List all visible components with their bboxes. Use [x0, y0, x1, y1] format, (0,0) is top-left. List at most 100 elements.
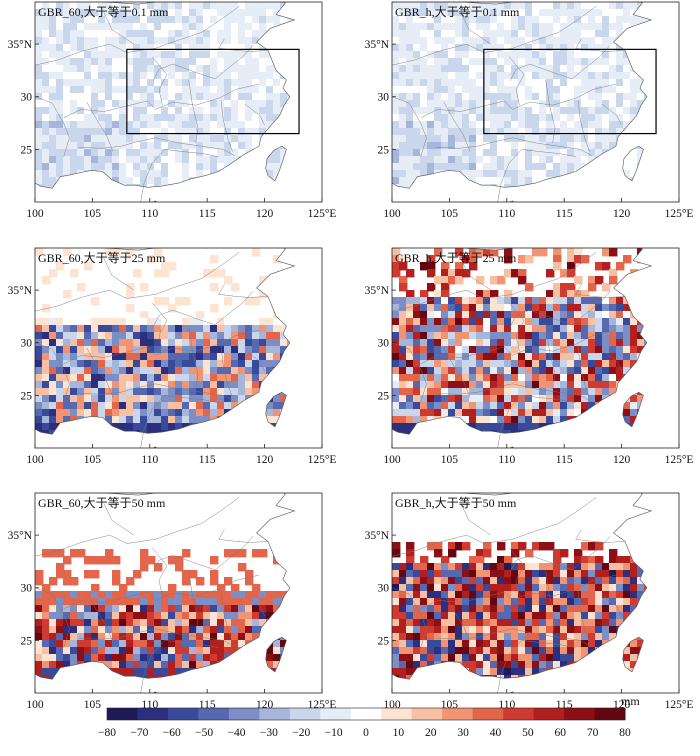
grid-cell — [175, 591, 184, 600]
grid-cell — [637, 325, 646, 334]
grid-cell — [217, 100, 226, 109]
grid-cell — [140, 44, 149, 53]
grid-cell — [98, 619, 107, 628]
grid-cell — [63, 381, 72, 390]
grid-cell — [427, 409, 436, 418]
grid-cell — [224, 633, 233, 642]
grid-cell — [168, 402, 177, 411]
grid-cell — [154, 388, 163, 397]
grid-cell — [147, 556, 156, 565]
grid-cell — [182, 149, 191, 158]
grid-cell — [189, 367, 198, 376]
grid-cell — [567, 2, 576, 11]
grid-cell — [168, 409, 177, 418]
grid-cell — [574, 395, 583, 404]
grid-cell — [518, 93, 527, 102]
grid-cell — [245, 346, 254, 355]
grid-cell — [504, 402, 513, 411]
grid-cell — [567, 135, 576, 144]
grid-cell — [469, 30, 478, 39]
grid-cell — [210, 374, 219, 383]
grid-cell — [49, 619, 58, 628]
grid-cell — [525, 114, 534, 123]
grid-cell — [462, 58, 471, 67]
grid-cell — [182, 318, 191, 327]
grid-cell — [532, 325, 541, 334]
grid-cell — [588, 283, 597, 292]
grid-cell — [406, 290, 415, 299]
grid-cell — [168, 318, 177, 327]
grid-cell — [238, 626, 247, 635]
grid-cell — [504, 325, 513, 334]
grid-cell — [616, 339, 625, 348]
grid-cell — [140, 114, 149, 123]
grid-cell — [448, 409, 457, 418]
grid-cell — [77, 395, 86, 404]
grid-cell — [392, 402, 401, 411]
grid-cell — [532, 346, 541, 355]
grid-cell — [98, 37, 107, 46]
grid-cell — [469, 381, 478, 390]
grid-cell — [518, 79, 527, 88]
grid-cell — [182, 647, 191, 656]
grid-cell — [574, 325, 583, 334]
grid-cell — [77, 93, 86, 102]
grid-cell — [231, 283, 240, 292]
grid-cell — [427, 128, 436, 137]
grid-cell — [504, 423, 513, 432]
grid-cell — [490, 23, 499, 32]
grid-cell — [518, 318, 527, 327]
grid-cell — [77, 654, 86, 663]
grid-cell — [616, 58, 625, 67]
grid-cell — [91, 297, 100, 306]
grid-cell — [266, 86, 275, 95]
grid-cell — [448, 395, 457, 404]
province-border — [577, 99, 590, 152]
grid-cell — [462, 135, 471, 144]
grid-cell — [147, 360, 156, 369]
grid-cell — [126, 65, 135, 74]
grid-cell — [42, 402, 51, 411]
grid-cell — [602, 9, 611, 18]
grid-cell — [588, 2, 597, 11]
grid-cell — [175, 612, 184, 621]
grid-cell — [448, 325, 457, 334]
grid-cell — [602, 325, 611, 334]
grid-cell — [399, 262, 408, 271]
grid-cell — [399, 79, 408, 88]
grid-cell — [637, 149, 646, 158]
grid-cell — [392, 360, 401, 369]
grid-cell — [147, 661, 156, 670]
grid-cell — [427, 30, 436, 39]
grid-cell — [427, 381, 436, 390]
grid-cell — [462, 65, 471, 74]
grid-cell — [210, 647, 219, 656]
grid-cell — [84, 605, 93, 614]
province-border — [35, 96, 70, 157]
grid-cell — [189, 640, 198, 649]
grid-cell — [413, 93, 422, 102]
grid-cell — [595, 276, 604, 285]
grid-cell — [546, 79, 555, 88]
grid-cell — [175, 423, 184, 432]
grid-cell — [161, 654, 170, 663]
grid-cell — [91, 325, 100, 334]
province-border — [188, 325, 199, 390]
grid-cell — [42, 325, 51, 334]
grid-cell — [532, 114, 541, 123]
grid-cell — [595, 121, 604, 130]
grid-cell — [210, 640, 219, 649]
grid-cell — [455, 121, 464, 130]
grid-cell — [504, 360, 513, 369]
grid-cell — [210, 163, 219, 172]
grid-cell — [476, 297, 485, 306]
grid-cell — [266, 367, 275, 376]
grid-cell — [504, 163, 513, 172]
grid-cell — [455, 9, 464, 18]
grid-cell — [630, 93, 639, 102]
grid-cell — [70, 346, 79, 355]
grid-cell — [84, 9, 93, 18]
grid-cell — [84, 149, 93, 158]
grid-cell — [98, 16, 107, 25]
grid-cell — [511, 346, 520, 355]
